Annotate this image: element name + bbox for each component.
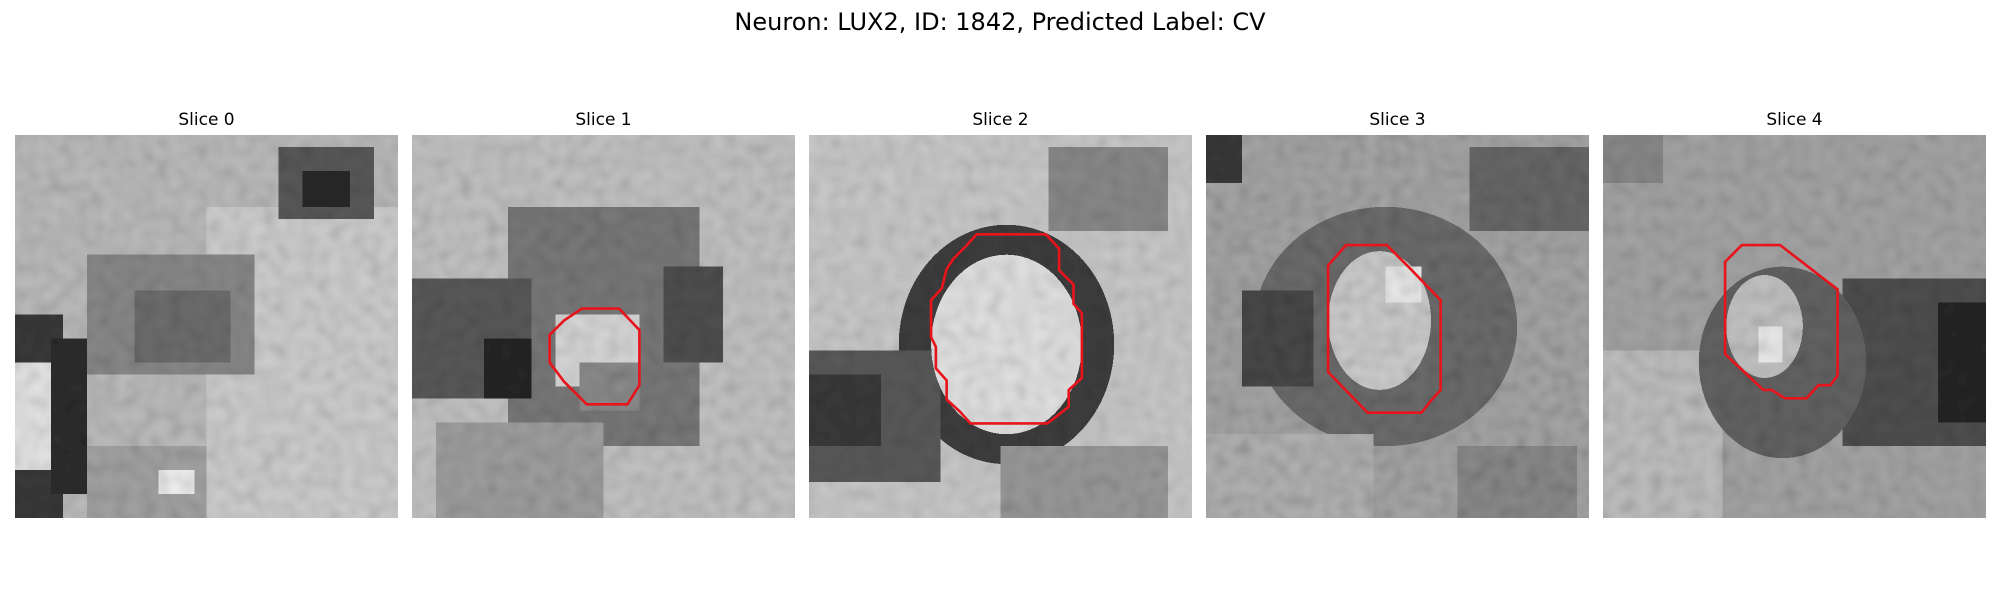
slice-title-2: Slice 2 bbox=[972, 110, 1029, 130]
roi-contour-slice-3 bbox=[1326, 243, 1442, 414]
micrograph-slice-4 bbox=[1603, 135, 1986, 518]
slice-image-4 bbox=[1603, 135, 1986, 518]
micrograph-slice-2 bbox=[809, 135, 1192, 518]
slice-panel-3: Slice 3 bbox=[1206, 108, 1589, 518]
slice-title-3: Slice 3 bbox=[1369, 110, 1426, 130]
micrograph-slice-3 bbox=[1206, 135, 1589, 518]
slice-panel-0: Slice 0 bbox=[15, 108, 398, 518]
micrograph-slice-0 bbox=[15, 135, 398, 518]
slice-title-4: Slice 4 bbox=[1766, 110, 1823, 130]
slice-title-0: Slice 0 bbox=[178, 110, 235, 130]
micrograph-slice-1 bbox=[412, 135, 795, 518]
slice-image-0 bbox=[15, 135, 398, 518]
slice-panel-2: Slice 2 bbox=[809, 108, 1192, 518]
slice-image-3 bbox=[1206, 135, 1589, 518]
figure-title: Neuron: LUX2, ID: 1842, Predicted Label:… bbox=[734, 8, 1266, 36]
slice-image-1 bbox=[412, 135, 795, 518]
slice-panel-4: Slice 4 bbox=[1603, 108, 1986, 518]
roi-contour-slice-4 bbox=[1723, 243, 1839, 400]
slice-panel-1: Slice 1 bbox=[412, 108, 795, 518]
roi-contour-slice-2 bbox=[929, 233, 1084, 425]
roi-contour-slice-1 bbox=[548, 307, 641, 406]
slice-title-1: Slice 1 bbox=[575, 110, 632, 130]
slice-image-2 bbox=[809, 135, 1192, 518]
